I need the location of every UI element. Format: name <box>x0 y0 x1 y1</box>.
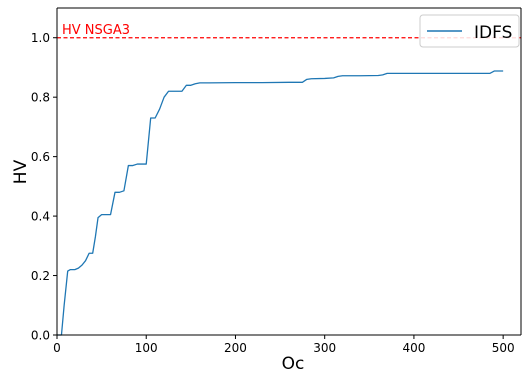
x-tick-label: 300 <box>313 341 336 355</box>
series-line-idfs <box>57 70 504 336</box>
x-tick-label: 500 <box>492 341 515 355</box>
y-tick-label: 0.0 <box>31 329 50 343</box>
legend-box <box>419 14 520 48</box>
y-axis-label: HV <box>11 159 31 184</box>
reference-line-label: HV NSGA3 <box>62 23 130 38</box>
y-tick-label: 1.0 <box>31 31 50 45</box>
legend: IDFS <box>419 14 520 48</box>
ticks-layer: 0 100 200 300 400 500 0.0 0.2 0.4 0.6 0.8 1.0 <box>31 31 515 355</box>
axes-layer <box>56 7 522 336</box>
x-tick-label: 400 <box>402 341 425 355</box>
x-tick-label: 100 <box>135 341 158 355</box>
x-axis-label: Oc <box>282 354 305 370</box>
y-tick-label: 0.6 <box>31 150 50 164</box>
y-tick-label: 0.2 <box>31 269 50 283</box>
series-layer <box>57 70 504 336</box>
legend-label-idfs: IDFS <box>474 23 512 43</box>
x-tick-label: 0 <box>53 341 61 355</box>
x-tick-label: 200 <box>224 341 247 355</box>
y-tick-label: 0.8 <box>31 91 50 105</box>
y-tick-label: 0.4 <box>31 210 50 224</box>
